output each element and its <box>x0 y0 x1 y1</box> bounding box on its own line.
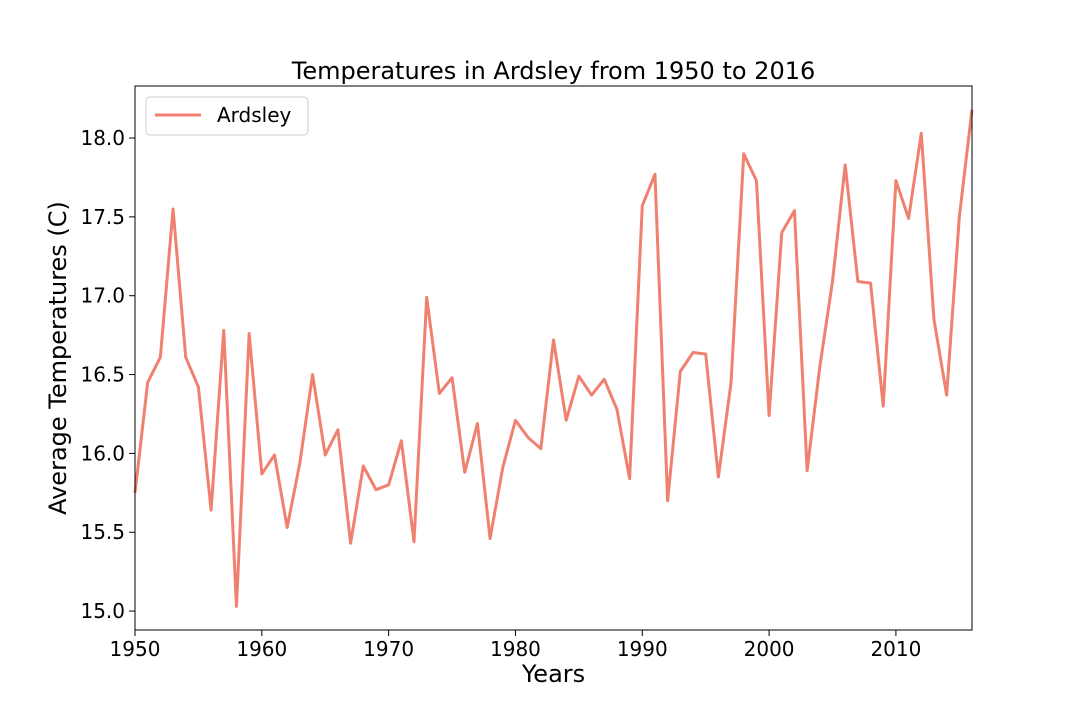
chart-title: Temperatures in Ardsley from 1950 to 201… <box>291 57 816 85</box>
x-tick-label: 2000 <box>744 637 795 661</box>
legend-label-ardsley: Ardsley <box>217 103 292 127</box>
x-tick-label: 1990 <box>617 637 668 661</box>
legend-box <box>145 96 309 136</box>
x-tick-label: 1950 <box>110 637 161 661</box>
y-tick-label: 17.0 <box>80 284 125 308</box>
x-tick-label: 1960 <box>236 637 287 661</box>
x-tick-label: 1980 <box>490 637 541 661</box>
series-line-ardsley <box>133 109 974 608</box>
y-tick-label: 16.5 <box>80 363 125 387</box>
x-axis-label: Years <box>521 660 585 688</box>
y-tick-label: 15.5 <box>80 520 125 544</box>
y-tick-label: 15.0 <box>80 599 125 623</box>
legend: Ardsley <box>145 96 309 136</box>
x-tick-label: 1970 <box>363 637 414 661</box>
plot-frame <box>134 85 973 631</box>
y-tick-label: 18.0 <box>80 126 125 150</box>
y-axis-label: Average Temperatures (C) <box>44 201 72 515</box>
y-tick-label: 17.5 <box>80 205 125 229</box>
x-tick-label: 2010 <box>870 637 921 661</box>
y-tick-label: 16.0 <box>80 441 125 465</box>
